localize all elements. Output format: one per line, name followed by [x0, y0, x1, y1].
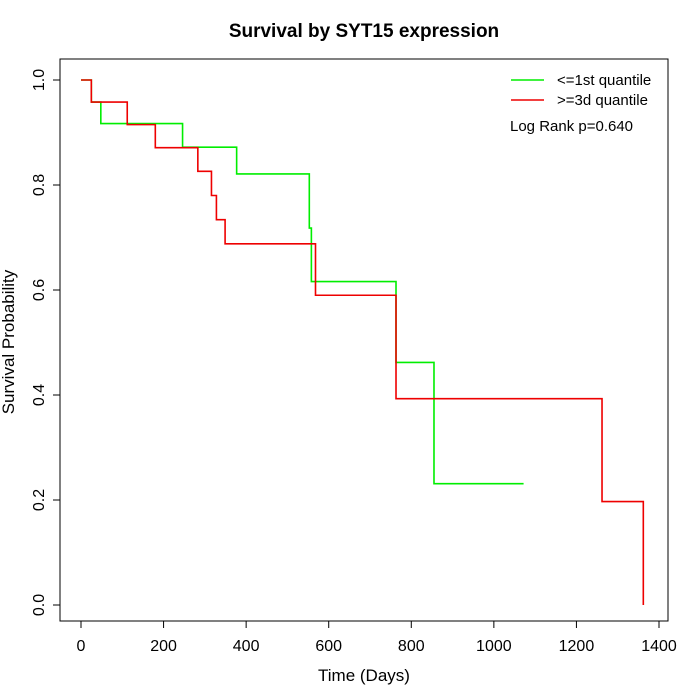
y-axis-label: Survival Probability	[0, 269, 18, 414]
chart-title: Survival by SYT15 expression	[229, 21, 499, 42]
x-tick-label: 400	[233, 638, 260, 655]
x-tick-label: 1200	[559, 638, 595, 655]
survival-curve-series-2	[81, 79, 645, 605]
y-ticks: 0.0 0.2 0.4 0.6 0.8 1.0	[31, 69, 60, 616]
y-tick-label: 0.2	[31, 489, 48, 511]
x-tick-label: 0	[77, 638, 86, 655]
x-tick-label: 200	[150, 638, 177, 655]
x-tick-label: 1400	[641, 638, 677, 655]
log-rank-annotation: Log Rank p=0.640	[510, 118, 633, 135]
x-ticks: 0 200 400 600 800 1000 1200 1400	[77, 621, 677, 655]
series-layer	[81, 79, 645, 605]
legend-label: >=3d quantile	[557, 92, 648, 109]
plot-frame	[59, 58, 669, 622]
legend-label: <=1st quantile	[557, 72, 651, 89]
y-tick-label: 0.8	[31, 174, 48, 196]
y-tick-label: 0.0	[31, 594, 48, 616]
y-tick-label: 0.4	[31, 384, 48, 406]
x-tick-label: 600	[315, 638, 342, 655]
x-axis-label: Time (Days)	[318, 666, 410, 685]
y-tick-label: 0.6	[31, 279, 48, 301]
legend: <=1st quantile >=3d quantile	[511, 72, 651, 109]
x-tick-label: 800	[398, 638, 425, 655]
y-tick-label: 1.0	[31, 69, 48, 91]
x-tick-label: 1000	[476, 638, 512, 655]
survival-curve-series-1	[81, 79, 524, 485]
